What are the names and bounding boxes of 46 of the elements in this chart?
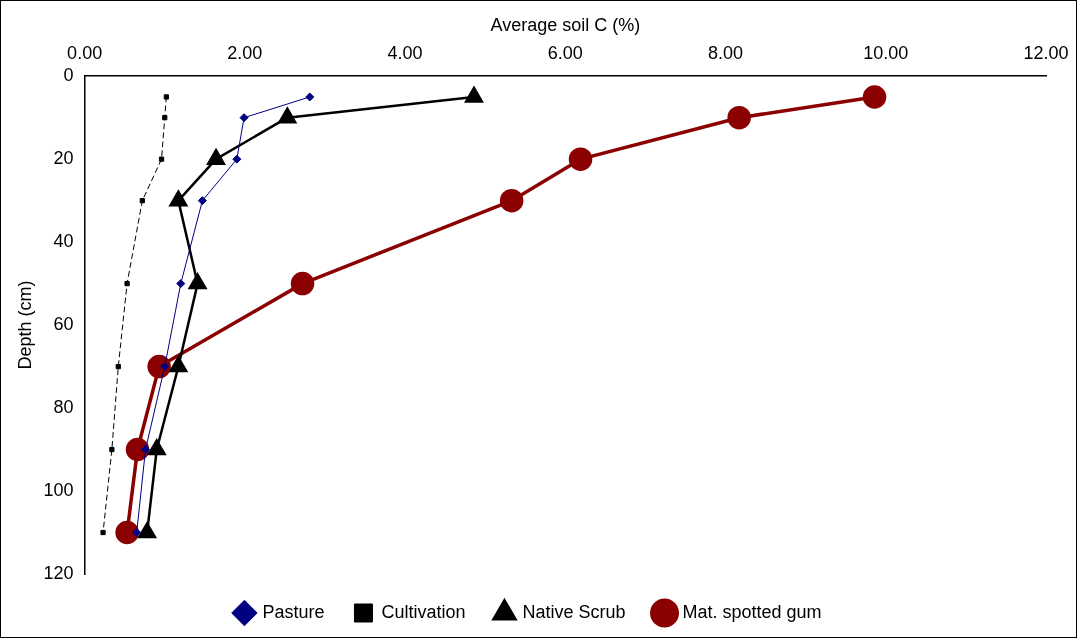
x-tick-label: 10.00	[863, 43, 909, 64]
point	[115, 520, 139, 545]
point	[727, 105, 751, 130]
point	[138, 522, 157, 539]
y-tick-label: 20	[53, 148, 74, 169]
point	[176, 279, 186, 289]
point	[568, 147, 593, 171]
point	[862, 85, 887, 109]
point	[100, 529, 106, 536]
x-tick-label: 4.00	[387, 43, 423, 64]
point	[109, 446, 115, 453]
y-tick-label: 80	[53, 397, 74, 418]
point	[188, 273, 207, 290]
x-tick-label: 6.00	[547, 43, 583, 64]
x-tick-label: 0.00	[67, 43, 103, 64]
point	[162, 115, 168, 121]
point	[290, 271, 315, 296]
point	[139, 198, 145, 204]
y-tick-label: 100	[43, 480, 74, 500]
point	[124, 281, 130, 287]
point	[197, 196, 207, 206]
legend-label: Cultivation	[381, 601, 466, 622]
legend-label: Native Scrub	[522, 601, 626, 622]
y-tick-label: 0	[63, 65, 74, 86]
legend-label: Mat. spotted gum	[682, 601, 822, 622]
point	[158, 156, 165, 162]
y-tick-label: 120	[43, 562, 74, 583]
y-tick-label: 40	[53, 231, 74, 252]
point	[147, 439, 166, 456]
y-tick-label: 60	[53, 314, 74, 335]
point	[499, 188, 524, 213]
y-axis-title: Depth (cm)	[14, 280, 35, 370]
point	[169, 356, 188, 373]
point	[305, 92, 315, 102]
x-axis-title: Average soil C (%)	[490, 14, 641, 35]
point	[232, 154, 242, 164]
point	[132, 528, 142, 538]
point	[115, 363, 121, 370]
legend-label: Pasture	[262, 601, 325, 622]
point	[160, 362, 170, 372]
point	[239, 113, 249, 123]
point	[163, 94, 169, 100]
x-tick-label: 2.00	[227, 43, 263, 64]
x-tick-label: 8.00	[708, 43, 744, 64]
point	[141, 445, 151, 455]
x-tick-label: 12.00	[1023, 43, 1069, 64]
